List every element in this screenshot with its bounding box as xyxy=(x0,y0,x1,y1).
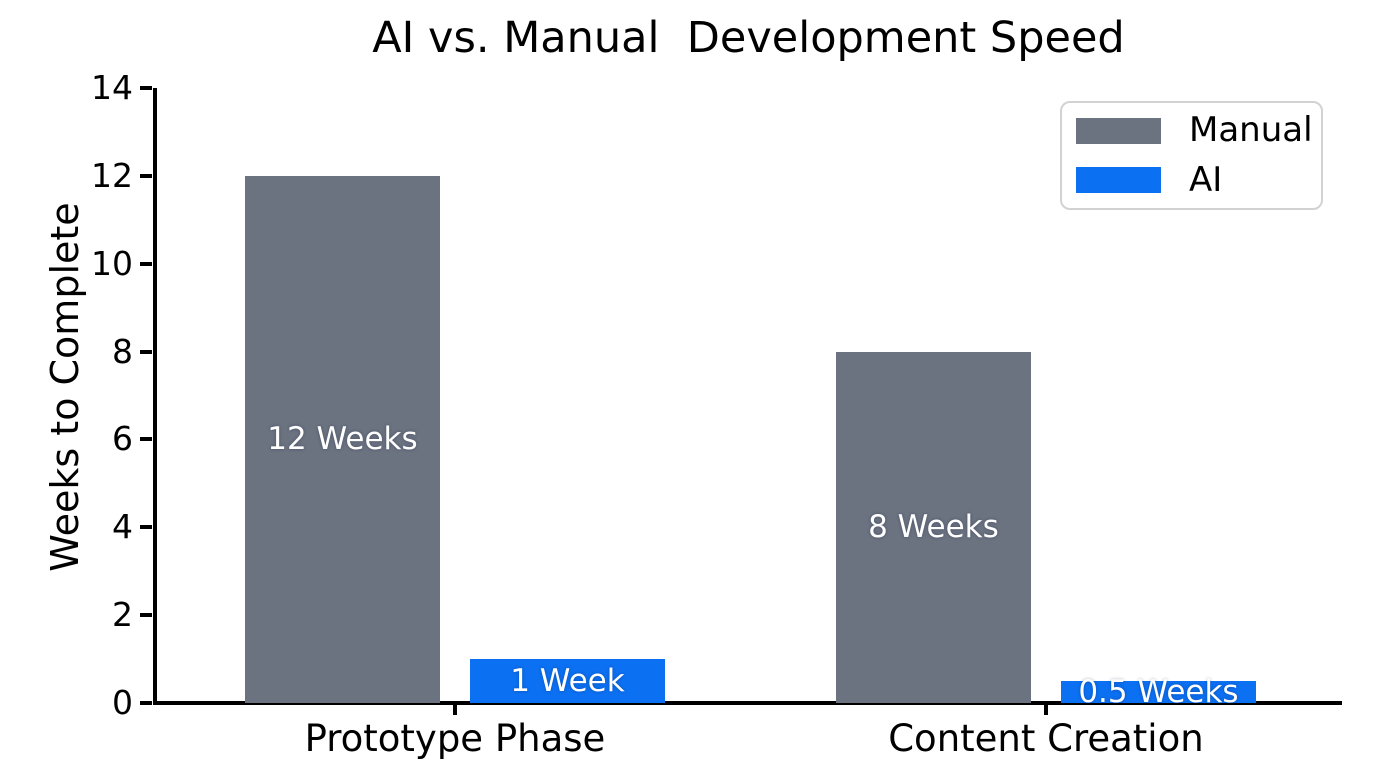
x-tick-mark xyxy=(1043,703,1048,715)
y-tick-label: 12 xyxy=(91,155,133,195)
legend-swatch-ai xyxy=(1076,167,1161,194)
y-tick-mark xyxy=(140,173,152,178)
bar-value-label: 1 Week xyxy=(510,662,625,699)
chart-title: AI vs. Manual Development Speed xyxy=(372,13,1125,63)
legend-swatch-manual xyxy=(1076,117,1161,144)
plot-area: 0 2 4 6 8 10 12 14 Prototype Phase Content Creat… xyxy=(91,71,1342,759)
legend: Manual AI xyxy=(1060,101,1323,210)
bar-manual-0: 12 Weeks xyxy=(244,175,440,703)
bar-value-label: 8 Weeks xyxy=(868,508,999,545)
x-axis-line xyxy=(153,701,1342,705)
y-tick-mark xyxy=(140,525,152,530)
y-axis-line xyxy=(153,88,157,705)
y-tick-label: 6 xyxy=(112,419,133,459)
x-tick-label: Prototype Phase xyxy=(304,717,606,760)
y-tick-mark xyxy=(140,437,152,442)
legend-label-manual: Manual xyxy=(1189,110,1313,151)
y-tick-label: 14 xyxy=(91,68,133,107)
y-tick-label: 0 xyxy=(112,683,133,722)
y-tick-label: 4 xyxy=(112,507,133,547)
legend-item-manual: Manual xyxy=(1076,110,1321,151)
y-tick-mark xyxy=(140,701,152,705)
y-tick-mark xyxy=(140,86,152,90)
y-tick-mark xyxy=(140,349,152,354)
y-tick-label: 2 xyxy=(112,595,133,635)
bar-value-label: 12 Weeks xyxy=(267,420,418,457)
legend-label-ai: AI xyxy=(1189,159,1223,200)
x-tick-label: Content Creation xyxy=(888,717,1204,760)
y-tick-label: 10 xyxy=(91,243,133,283)
bar-value-label: 0.5 Weeks xyxy=(1078,673,1239,710)
y-axis-title: Weeks to Complete xyxy=(43,202,87,572)
x-tick-mark xyxy=(452,703,457,715)
bar-manual-1: 8 Weeks xyxy=(835,351,1031,703)
y-tick-mark xyxy=(140,261,152,266)
y-tick-label: 8 xyxy=(112,331,133,371)
legend-item-ai: AI xyxy=(1076,159,1321,200)
bar-ai-0: 1 Week xyxy=(469,659,665,703)
y-tick-mark xyxy=(140,613,152,618)
bar-ai-1: 0.5 Weeks xyxy=(1060,676,1256,707)
